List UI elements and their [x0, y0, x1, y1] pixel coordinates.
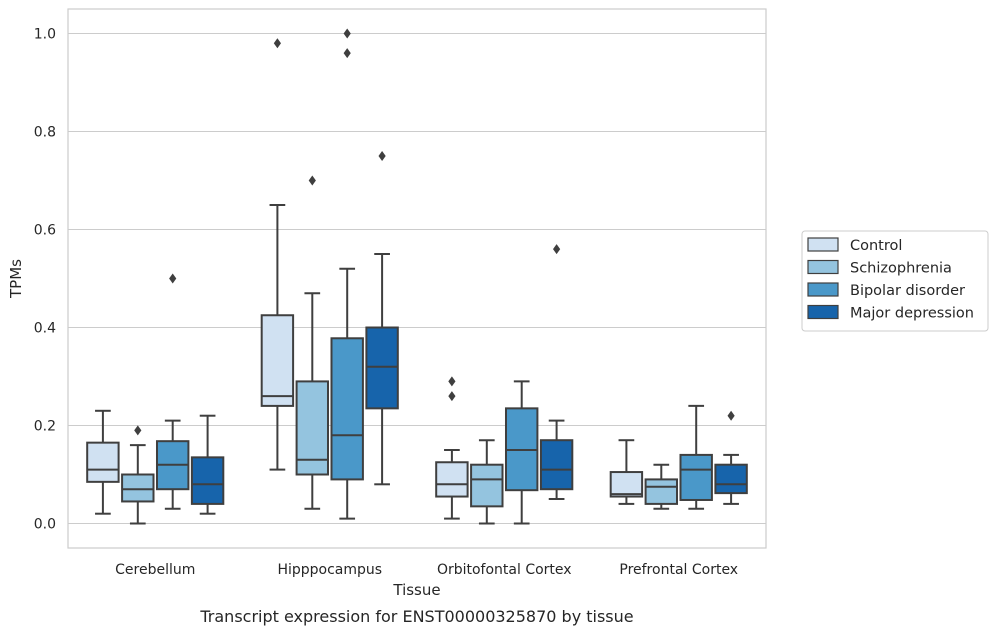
y-tick-label: 0.8 — [34, 125, 56, 141]
legend-swatch — [807, 259, 839, 275]
box-iqr — [330, 337, 364, 481]
x-tick-label: Hipppocampus — [277, 562, 382, 578]
outlier-point — [343, 28, 351, 39]
box-1-0 — [260, 38, 295, 471]
legend-label: Schizophrenia — [850, 261, 952, 277]
legend-item: Schizophrenia — [807, 259, 952, 277]
plot-frame — [67, 8, 767, 549]
x-tick-label: Prefrontal Cortex — [619, 562, 738, 578]
x-tick-label: Orbitofontal Cortex — [437, 562, 572, 578]
legend-label: Major depression — [850, 306, 974, 322]
legend-swatch — [807, 282, 839, 297]
legend-item: Major depression — [807, 304, 974, 322]
y-tick-label: 0.0 — [34, 517, 56, 533]
outlier-point — [308, 175, 316, 186]
chart-caption: Transcript expression for ENST0000032587… — [199, 607, 633, 626]
box-iqr — [190, 456, 225, 505]
box-iqr — [86, 441, 120, 483]
box-3-2 — [679, 404, 713, 510]
y-axis-label: TPMs — [7, 259, 25, 299]
y-tick-label: 0.6 — [34, 223, 56, 239]
y-axis-ticks: 0.0 0.2 0.4 0.6 0.8 1.0 — [34, 27, 56, 533]
box-1-2 — [330, 28, 364, 520]
box-iqr — [260, 314, 295, 407]
legend-swatch — [807, 237, 839, 252]
y-tick-label: 0.2 — [34, 419, 56, 435]
outlier-point — [378, 151, 386, 161]
box-iqr — [679, 453, 713, 501]
outlier-point — [727, 410, 735, 421]
box-iqr — [644, 478, 679, 505]
box-2-2 — [504, 380, 539, 525]
y-tick-label: 1.0 — [34, 27, 56, 43]
x-tick-label: Cerebellum — [115, 562, 195, 578]
box-iqr — [435, 461, 469, 498]
legend-label: Control — [850, 238, 902, 254]
legend-frame — [801, 230, 989, 332]
outlier-point — [448, 376, 456, 387]
box-0-0 — [86, 409, 120, 515]
box-0-2 — [155, 273, 190, 510]
box-0-1 — [121, 425, 155, 525]
grid-lines — [68, 32, 766, 525]
legend-item: Control — [807, 237, 902, 254]
box-2-0 — [435, 376, 469, 520]
box-1-3 — [365, 151, 399, 486]
legend: Control Schizophrenia Bipolar disorder Majo… — [801, 230, 989, 332]
outlier-point — [553, 244, 561, 255]
box-3-3 — [714, 410, 748, 505]
boxes — [86, 28, 748, 525]
outlier-point — [169, 273, 177, 284]
outlier-point — [448, 391, 456, 402]
box-1-1 — [295, 175, 330, 510]
box-iqr — [714, 463, 748, 495]
box-2-3 — [539, 244, 574, 500]
outlier-point — [134, 425, 142, 436]
x-axis-label: Tissue — [392, 581, 440, 599]
box-0-3 — [190, 414, 225, 515]
y-tick-label: 0.4 — [34, 321, 56, 337]
legend-swatch — [807, 304, 839, 320]
outlier-point — [343, 48, 351, 59]
x-axis-ticks: Cerebellum Hipppocampus Orbitofontal Corte… — [115, 562, 738, 578]
box-iqr — [121, 473, 155, 503]
legend-item: Bipolar disorder — [807, 282, 965, 299]
outlier-point — [273, 38, 281, 49]
box-iqr — [539, 439, 574, 491]
box-2-1 — [470, 439, 504, 525]
box-3-1 — [644, 463, 679, 510]
box-3-0 — [609, 439, 644, 505]
box-iqr — [365, 326, 399, 410]
legend-label: Bipolar disorder — [850, 283, 965, 299]
box-iqr — [470, 463, 504, 508]
box-iqr — [609, 471, 644, 498]
